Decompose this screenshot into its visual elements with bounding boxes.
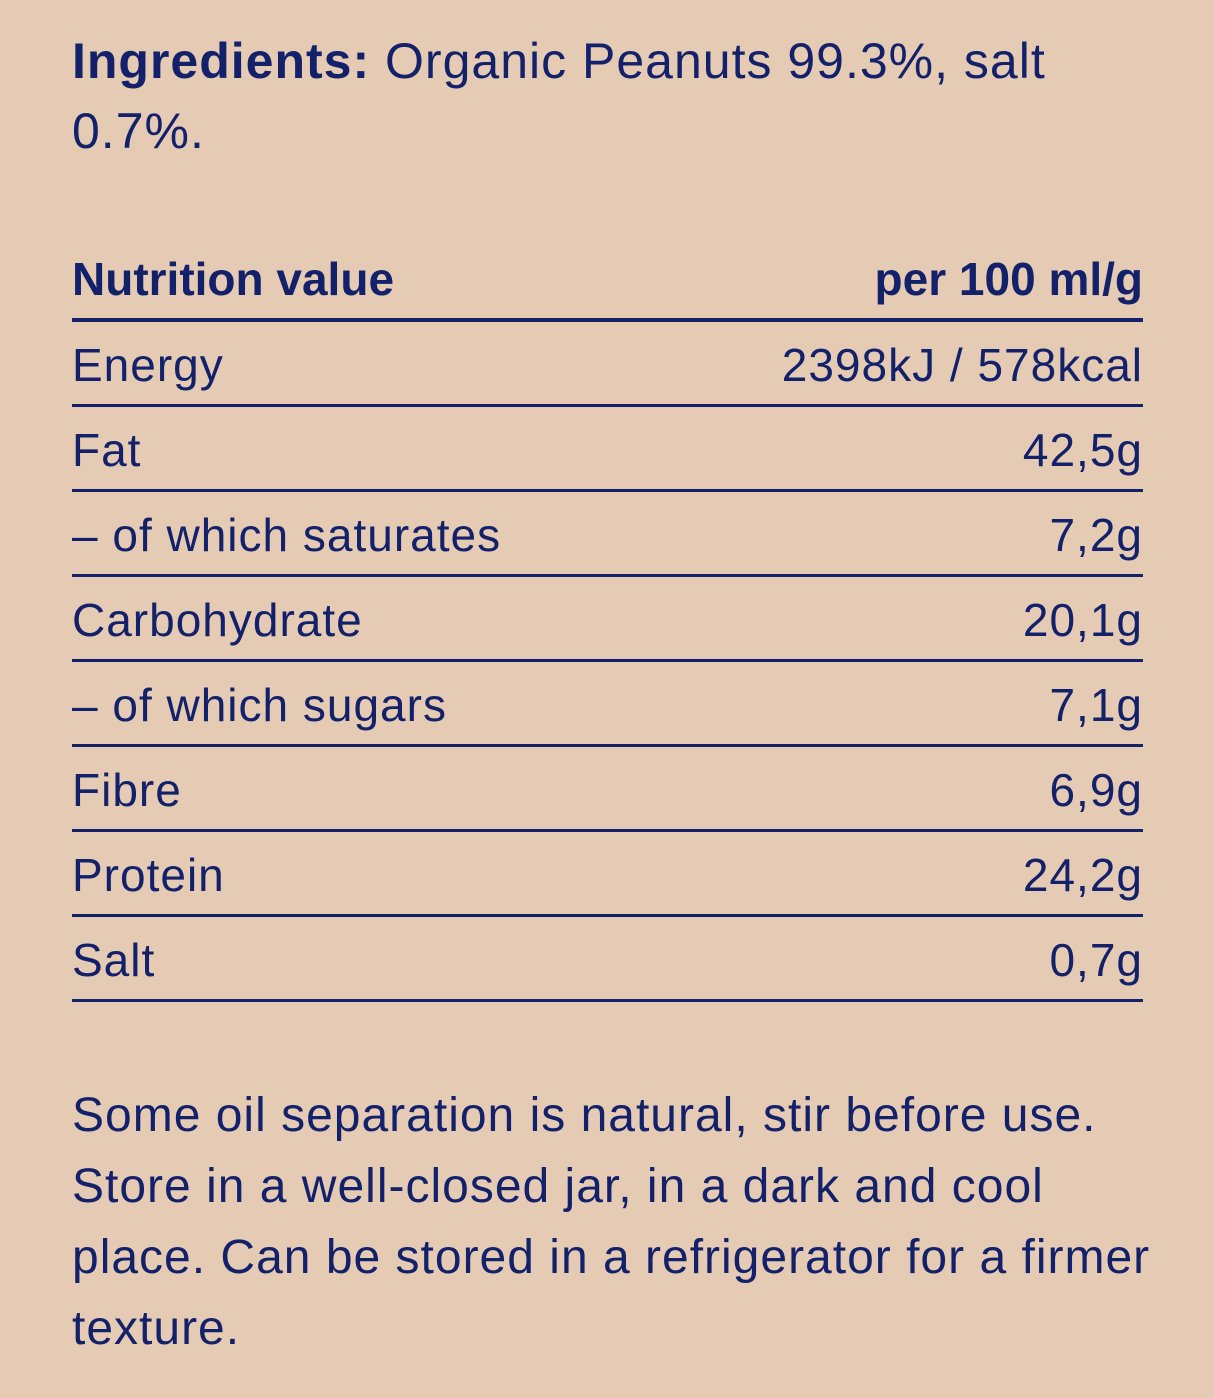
table-row: – of which saturates 7,2g — [72, 492, 1143, 577]
nutrient-value: 0,7g — [1049, 934, 1143, 986]
nutrient-name: Carbohydrate — [72, 594, 363, 646]
nutrition-header: Nutrition value per 100 ml/g — [72, 240, 1143, 322]
nutrient-value: 6,9g — [1049, 764, 1143, 816]
nutrient-name: Fat — [72, 424, 142, 476]
nutrient-value: 7,2g — [1049, 509, 1143, 561]
ingredients-label: Ingredients: — [72, 33, 371, 89]
nutrient-value: 24,2g — [1022, 849, 1143, 901]
table-row: Protein 24,2g — [72, 832, 1143, 917]
table-row: – of which sugars 7,1g — [72, 662, 1143, 747]
table-row: Carbohydrate 20,1g — [72, 577, 1143, 662]
nutrient-name: Protein — [72, 849, 225, 901]
table-row: Salt 0,7g — [72, 917, 1143, 1002]
nutrient-name: – of which saturates — [72, 509, 502, 561]
table-row: Energy 2398kJ / 578kcal — [72, 322, 1143, 407]
storage-note: Some oil separation is natural, stir bef… — [72, 1089, 1151, 1355]
nutrient-name: Fibre — [72, 764, 182, 816]
table-row: Fat 42,5g — [72, 407, 1143, 492]
nutrient-name: Energy — [72, 339, 224, 391]
nutrient-name: – of which sugars — [72, 679, 447, 731]
nutrient-value: 20,1g — [1022, 594, 1143, 646]
header-unit: per 100 ml/g — [874, 253, 1143, 305]
nutrient-value: 7,1g — [1049, 679, 1143, 731]
nutrient-name: Salt — [72, 934, 156, 986]
ingredients: Ingredients: Organic Peanuts 99.3%, salt… — [72, 26, 1152, 166]
header-label: Nutrition value — [72, 253, 395, 305]
table-row: Fibre 6,9g — [72, 747, 1143, 832]
nutrient-value: 2398kJ / 578kcal — [781, 339, 1143, 391]
nutrient-value: 42,5g — [1022, 424, 1143, 476]
ingredients-text: Organic Peanuts 99.3%, salt 0.7%. — [72, 33, 1046, 159]
nutrition-table: Nutrition value per 100 ml/g Energy 2398k… — [72, 240, 1143, 1002]
